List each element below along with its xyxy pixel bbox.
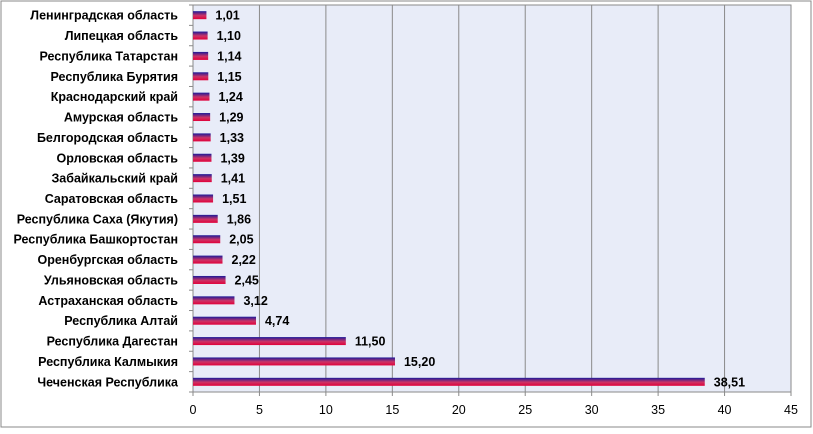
category-label: Республика Алтай	[64, 314, 178, 328]
data-label: 1,86	[227, 212, 251, 226]
bar	[193, 275, 226, 284]
bar	[193, 214, 218, 223]
data-label: 2,45	[235, 273, 259, 287]
bar	[193, 316, 256, 325]
x-tick-label: 45	[784, 403, 798, 417]
category-label: Чеченская Республика	[37, 375, 179, 389]
data-label: 1,24	[218, 90, 242, 104]
data-label: 1,10	[217, 29, 241, 43]
category-label: Республика Башкортостан	[13, 233, 178, 247]
data-label: 1,01	[215, 9, 239, 23]
category-label: Белгородская область	[37, 131, 178, 145]
data-label: 2,22	[232, 253, 256, 267]
x-tick-label: 5	[256, 403, 263, 417]
x-tick-label: 15	[385, 403, 399, 417]
bar	[193, 377, 705, 386]
data-label: 11,50	[355, 335, 386, 349]
data-label: 1,14	[217, 49, 241, 63]
data-label: 1,41	[221, 172, 245, 186]
bar	[193, 174, 212, 183]
bar	[193, 133, 211, 142]
bar	[193, 11, 207, 20]
data-label: 15,20	[404, 355, 435, 369]
category-label: Республика Дагестан	[47, 335, 178, 349]
bar	[193, 235, 221, 244]
bar	[193, 92, 210, 101]
data-label: 4,74	[265, 314, 289, 328]
category-label: Республика Татарстан	[39, 49, 178, 63]
data-label: 3,12	[243, 294, 267, 308]
category-label: Оренбургская область	[37, 253, 178, 267]
category-label: Саратовская область	[45, 192, 179, 206]
x-tick-label: 35	[651, 403, 665, 417]
bar	[193, 31, 208, 40]
x-tick-label: 30	[585, 403, 599, 417]
data-label: 38,51	[714, 375, 745, 389]
plot-area	[192, 4, 792, 393]
category-label: Республика Саха (Якутия)	[17, 212, 178, 226]
category-label: Ленинградская область	[30, 9, 178, 23]
category-label: Орловская область	[57, 151, 179, 165]
x-tick-label: 25	[518, 403, 532, 417]
category-label: Республика Калмыкия	[38, 355, 178, 369]
category-label: Ульяновская область	[44, 273, 178, 287]
category-label: Астраханская область	[38, 294, 178, 308]
x-tick-label: 40	[718, 403, 732, 417]
bar	[193, 113, 211, 122]
x-tick-label: 0	[190, 403, 197, 417]
category-label: Краснодарский край	[51, 90, 178, 104]
bar	[193, 72, 209, 81]
bar	[193, 194, 214, 203]
category-label: Забайкальский край	[51, 172, 178, 186]
bar	[193, 357, 395, 366]
bar	[193, 51, 209, 60]
category-label: Липецкая область	[65, 29, 179, 43]
bar	[193, 153, 212, 162]
bar	[193, 337, 346, 346]
data-label: 1,39	[220, 151, 244, 165]
category-label: Республика Бурятия	[51, 70, 178, 84]
data-label: 1,51	[222, 192, 246, 206]
x-tick-label: 10	[319, 403, 333, 417]
x-tick-label: 20	[452, 403, 466, 417]
data-label: 1,15	[217, 70, 241, 84]
data-label: 1,33	[220, 131, 244, 145]
data-label: 1,29	[219, 111, 243, 125]
category-label: Амурская область	[64, 111, 178, 125]
data-label: 2,05	[229, 233, 253, 247]
bar	[193, 296, 235, 305]
bar	[193, 255, 223, 264]
